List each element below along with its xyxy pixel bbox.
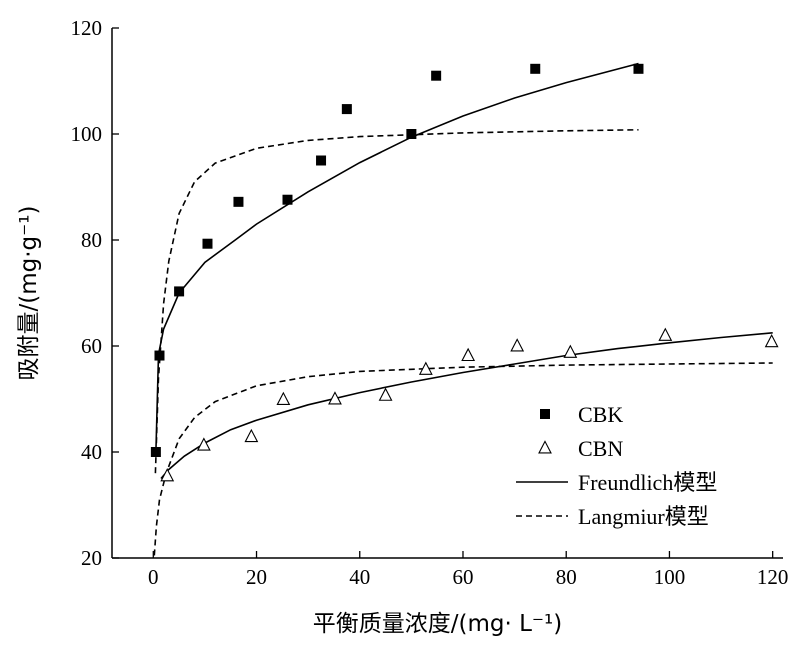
data-point-cbk (633, 63, 644, 74)
data-point-cbk (202, 238, 213, 249)
x-tick-label: 20 (246, 565, 267, 589)
data-point-cbn (244, 428, 259, 443)
legend-label: Langmiur模型 (578, 504, 709, 529)
plot-area (111, 28, 783, 559)
data-point-cbn (276, 391, 291, 406)
x-axis-title: 平衡质量浓度/(mg· L⁻¹) (313, 611, 563, 637)
data-point-cbn (658, 327, 673, 341)
data-point-cbk (154, 350, 165, 361)
data-point-cbk (150, 447, 161, 457)
x-tick-label: 80 (556, 565, 577, 589)
x-tick-label: 40 (349, 565, 370, 589)
y-tick-label: 20 (81, 546, 102, 570)
data-point-cbn (764, 333, 779, 348)
data-point-cbn (328, 391, 342, 405)
legend-label: Freundlich模型 (578, 470, 717, 495)
x-tick-label: 100 (654, 565, 686, 589)
data-point-cbk (282, 194, 293, 205)
y-axis: 20 40 60 80 100 120 (71, 16, 119, 570)
legend: CBK CBN Freundlich模型 Langmiur模型 (516, 402, 717, 529)
fit-curves (153, 62, 773, 556)
x-tick-label: 60 (452, 565, 473, 589)
data-point-cbn (461, 347, 476, 362)
data-point-cbk (431, 70, 442, 81)
fit-curve-langmuir-cbk (154, 129, 639, 474)
data-point-cbk (316, 155, 327, 166)
data-point-cbn (196, 437, 211, 451)
data-point-cbn (418, 361, 433, 375)
legend-marker-cbk (540, 409, 550, 419)
data-point-cbk (341, 104, 352, 115)
data-markers (150, 63, 779, 482)
y-tick-label: 40 (81, 440, 102, 464)
fit-curve-freundlich-cbn (160, 332, 773, 480)
legend-marker-cbn (538, 440, 552, 454)
data-point-cbn (160, 468, 175, 482)
fit-curve-freundlich-cbk (155, 62, 639, 453)
data-point-cbk (530, 63, 541, 74)
y-tick-label: 80 (81, 228, 102, 252)
y-tick-label: 100 (71, 122, 103, 146)
x-axis: 0 20 40 60 80 100 120 (148, 551, 788, 589)
data-point-cbk (233, 196, 244, 207)
x-tick-label: 0 (148, 565, 159, 589)
y-tick-label: 120 (71, 16, 103, 40)
fit-curve-langmuir-cbn (153, 362, 773, 556)
y-axis-title: 吸附量/(mg·g⁻¹) (16, 206, 42, 381)
legend-label: CBN (578, 436, 623, 461)
data-point-cbn (378, 387, 393, 401)
data-point-cbn (563, 344, 578, 358)
data-point-cbk (174, 286, 185, 297)
legend-label: CBK (578, 402, 623, 427)
x-tick-label: 120 (757, 565, 789, 589)
data-point-cbk (406, 129, 417, 139)
y-tick-label: 60 (81, 334, 102, 358)
data-point-cbn (510, 338, 525, 352)
